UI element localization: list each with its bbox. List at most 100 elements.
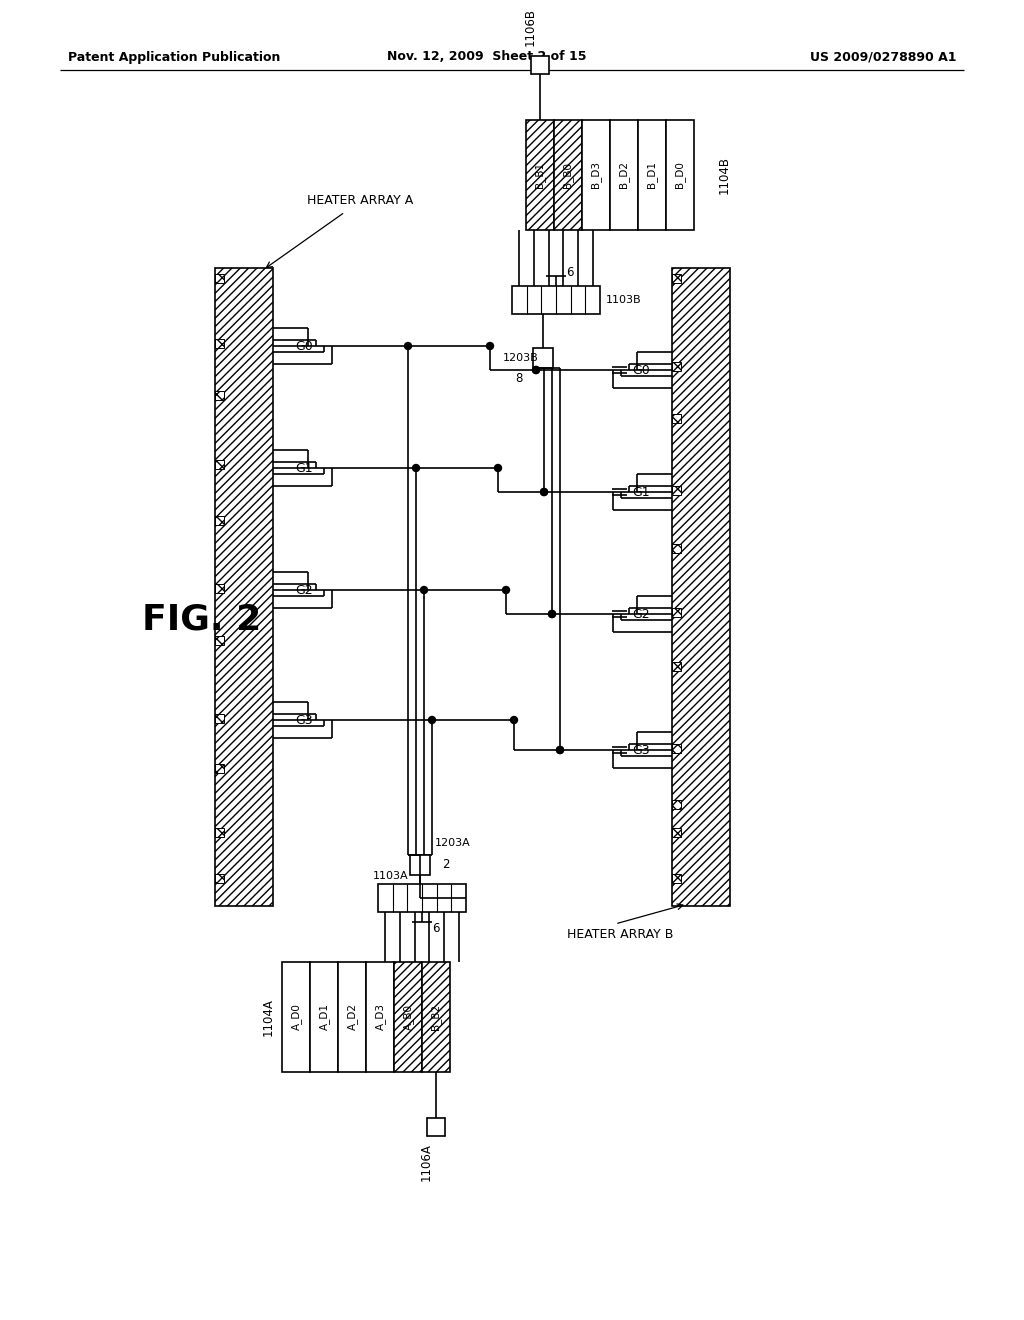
Text: 2: 2 — [442, 858, 450, 871]
Circle shape — [549, 610, 555, 618]
Bar — [672, 874, 681, 883]
Text: A_D1: A_D1 — [318, 1003, 330, 1031]
Bar — [215, 828, 224, 837]
Circle shape — [532, 367, 540, 374]
Circle shape — [495, 465, 502, 471]
Circle shape — [511, 717, 517, 723]
Bar — [410, 855, 430, 875]
Bar — [672, 413, 681, 422]
Bar — [215, 763, 224, 772]
Bar — [366, 962, 394, 1072]
Bar — [672, 743, 681, 752]
Bar — [672, 874, 681, 883]
Bar — [422, 962, 450, 1072]
Bar — [672, 828, 681, 837]
Bar — [672, 800, 681, 808]
Text: 1106A: 1106A — [420, 1143, 432, 1181]
Bar — [215, 273, 224, 282]
Bar — [394, 962, 422, 1072]
Text: US 2009/0278890 A1: US 2009/0278890 A1 — [810, 50, 956, 63]
Bar — [672, 800, 681, 808]
Text: G0: G0 — [632, 363, 650, 376]
Bar — [215, 459, 224, 469]
Bar — [215, 338, 224, 347]
Bar — [215, 516, 224, 524]
Text: G1: G1 — [633, 486, 650, 499]
Bar — [215, 583, 224, 593]
Bar — [215, 583, 224, 593]
Bar — [215, 635, 224, 644]
Circle shape — [556, 747, 563, 754]
Bar — [554, 120, 582, 230]
Bar — [215, 268, 273, 906]
Bar — [672, 273, 681, 282]
Bar — [215, 516, 224, 524]
Text: 1104A: 1104A — [261, 998, 274, 1036]
Bar — [526, 120, 554, 230]
Circle shape — [503, 586, 510, 594]
Text: 1104B: 1104B — [718, 156, 730, 194]
Text: B_D3: B_D3 — [591, 161, 601, 189]
Bar — [338, 962, 366, 1072]
Bar — [672, 268, 730, 906]
Circle shape — [532, 367, 540, 374]
Bar — [215, 763, 224, 772]
Text: FIG. 2: FIG. 2 — [142, 603, 261, 638]
Text: G3: G3 — [295, 714, 312, 726]
Bar — [672, 607, 681, 616]
Text: G0: G0 — [295, 339, 312, 352]
Text: 6: 6 — [566, 265, 573, 279]
Bar — [672, 486, 681, 495]
Bar — [215, 714, 224, 722]
Text: Nov. 12, 2009  Sheet 2 of 15: Nov. 12, 2009 Sheet 2 of 15 — [387, 50, 587, 63]
Text: 1106B: 1106B — [523, 8, 537, 46]
Text: HEATER ARRAY B: HEATER ARRAY B — [567, 928, 673, 941]
Text: A_D2: A_D2 — [346, 1003, 357, 1031]
Bar — [512, 286, 600, 314]
Bar — [215, 273, 224, 282]
Text: G3: G3 — [633, 743, 650, 756]
Bar — [666, 120, 694, 230]
Bar — [672, 661, 681, 671]
Bar — [672, 607, 681, 616]
Circle shape — [428, 717, 435, 723]
Bar — [672, 413, 681, 422]
Text: HEATER ARRAY A: HEATER ARRAY A — [307, 194, 413, 206]
Bar — [672, 661, 681, 671]
Circle shape — [556, 747, 563, 754]
Text: B_D2: B_D2 — [618, 161, 630, 189]
Bar — [672, 743, 681, 752]
Bar — [672, 828, 681, 837]
Circle shape — [421, 586, 427, 594]
Text: 6: 6 — [432, 921, 439, 935]
Bar — [215, 459, 224, 469]
Text: 1203A: 1203A — [435, 838, 471, 847]
Bar — [282, 962, 310, 1072]
Text: A_B0: A_B0 — [402, 1005, 414, 1030]
Bar — [582, 120, 610, 230]
Bar — [672, 544, 681, 553]
Bar — [672, 362, 681, 371]
Bar — [672, 486, 681, 495]
Text: 1103B: 1103B — [606, 294, 642, 305]
Text: G1: G1 — [295, 462, 312, 474]
Bar — [310, 962, 338, 1072]
Bar — [215, 874, 224, 883]
Text: B_B2: B_B2 — [430, 1005, 441, 1030]
Bar — [215, 635, 224, 644]
Text: 1203B: 1203B — [503, 352, 539, 363]
Text: A_D0: A_D0 — [291, 1003, 301, 1031]
Text: G2: G2 — [633, 607, 650, 620]
Bar — [534, 348, 553, 368]
Bar — [215, 874, 224, 883]
Text: Patent Application Publication: Patent Application Publication — [68, 50, 281, 63]
Bar — [378, 884, 466, 912]
Text: G2: G2 — [295, 583, 312, 597]
Circle shape — [486, 342, 494, 350]
Text: B_D1: B_D1 — [646, 161, 657, 189]
Text: B_B1: B_B1 — [535, 162, 546, 187]
Circle shape — [541, 488, 548, 495]
Text: B_B0: B_B0 — [562, 162, 573, 187]
Bar — [531, 55, 549, 74]
Circle shape — [413, 465, 420, 471]
